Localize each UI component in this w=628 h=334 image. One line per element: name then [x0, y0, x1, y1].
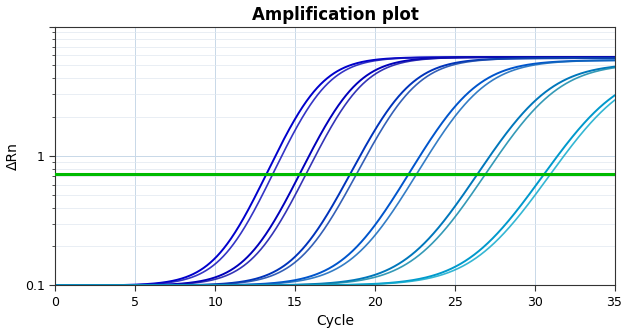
Title: Amplification plot: Amplification plot: [252, 6, 418, 24]
Y-axis label: ΔRn: ΔRn: [6, 142, 19, 170]
X-axis label: Cycle: Cycle: [316, 314, 354, 328]
